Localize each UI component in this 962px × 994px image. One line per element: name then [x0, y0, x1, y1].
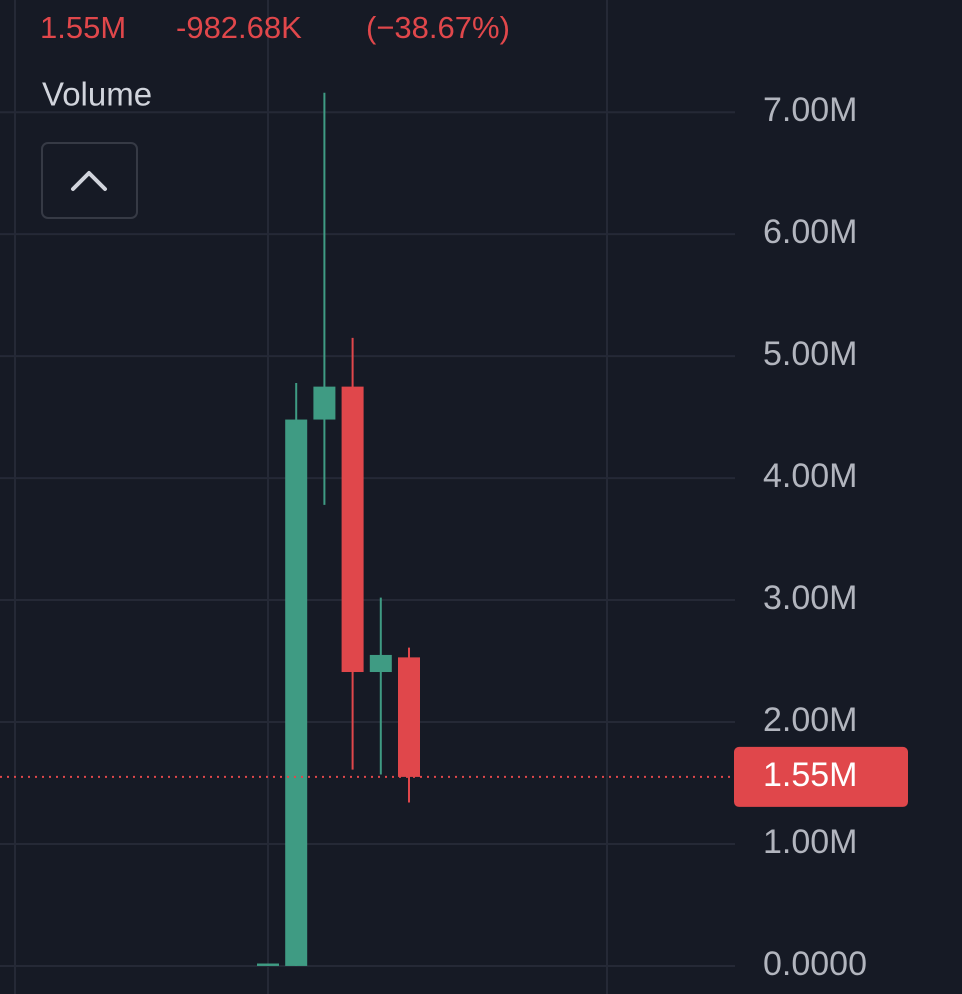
- y-tick-label: 3.00M: [763, 579, 858, 617]
- last-value-tag: [734, 746, 908, 807]
- y-tick-label: 6.00M: [763, 213, 858, 251]
- header: 1.55M -982.68K (−38.67%) Volume: [40, 10, 510, 113]
- candles: [257, 92, 420, 966]
- change-value: -982.68K: [176, 10, 302, 45]
- y-tick-label: 4.00M: [763, 457, 858, 495]
- candle-body: [398, 657, 420, 777]
- y-tick-label: 7.00M: [763, 91, 858, 129]
- candle-body: [341, 386, 364, 673]
- last-value-label: 1.55M: [763, 756, 858, 794]
- candle-body: [285, 419, 308, 966]
- grid: [0, 111, 735, 967]
- candle-body: [257, 963, 279, 966]
- chart-title: Volume: [42, 76, 152, 113]
- chevron-up-icon: [71, 171, 107, 191]
- button-frame[interactable]: [41, 142, 138, 219]
- candle-body: [369, 654, 392, 673]
- collapse-button[interactable]: [41, 142, 138, 219]
- change-percent: (−38.67%): [366, 10, 510, 45]
- y-tick-label: 0.0000: [763, 945, 867, 983]
- y-tick-label: 2.00M: [763, 701, 858, 739]
- candle-body: [313, 386, 336, 420]
- y-tick-label: 1.00M: [763, 823, 858, 861]
- close-value: 1.55M: [40, 10, 126, 45]
- y-tick-label: 5.00M: [763, 335, 858, 373]
